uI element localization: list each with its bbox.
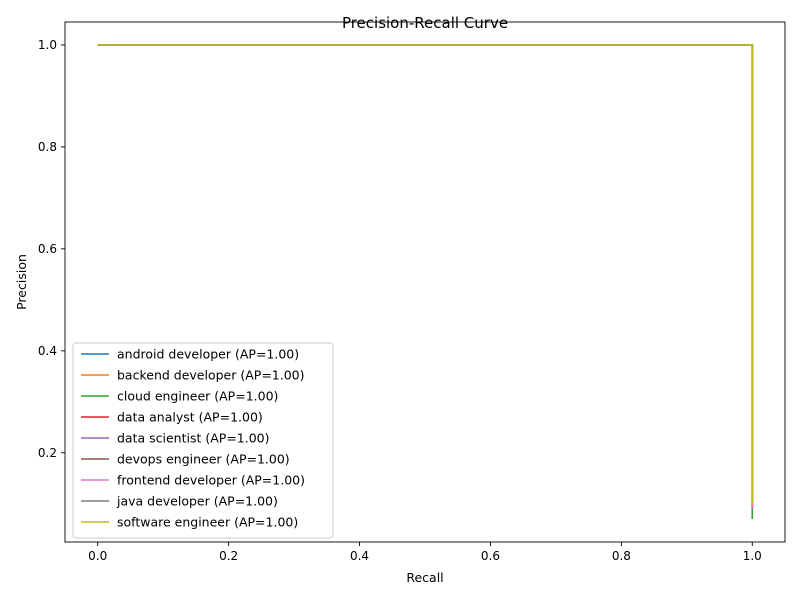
legend-frame bbox=[72, 342, 334, 539]
series-layer bbox=[97, 44, 754, 520]
x-tick-label: 0.8 bbox=[612, 549, 631, 563]
legend-entry: backend developer (AP=1.00) bbox=[117, 368, 305, 383]
x-tick-label: 0.6 bbox=[481, 549, 500, 563]
legend-entry: devops engineer (AP=1.00) bbox=[117, 452, 290, 467]
legend-entry: android developer (AP=1.00) bbox=[117, 347, 299, 362]
legend-entry: software engineer (AP=1.00) bbox=[117, 515, 298, 530]
legend-entry: cloud engineer (AP=1.00) bbox=[117, 389, 278, 404]
y-tick-label: 1.0 bbox=[38, 38, 57, 52]
x-tick-label: 0.2 bbox=[219, 549, 238, 563]
y-tick-label: 0.6 bbox=[38, 242, 57, 256]
y-tick-label: 0.8 bbox=[38, 140, 57, 154]
legend-entry: data analyst (AP=1.00) bbox=[117, 410, 263, 425]
x-axis-label: Recall bbox=[406, 570, 443, 585]
x-tick-label: 0.0 bbox=[88, 549, 107, 563]
y-tick-label: 0.2 bbox=[38, 446, 57, 460]
legend: android developer (AP=1.00) backend devel… bbox=[72, 342, 334, 539]
x-tick-label: 1.0 bbox=[743, 549, 762, 563]
y-axis-ticks: 0.2 0.4 0.6 0.8 1.0 bbox=[38, 38, 65, 460]
plot-frame bbox=[64, 21, 786, 543]
x-tick-label: 0.4 bbox=[350, 549, 369, 563]
legend-entry: frontend developer (AP=1.00) bbox=[117, 473, 305, 488]
chart-title: Precision-Recall Curve bbox=[342, 14, 508, 32]
legend-entry: java developer (AP=1.00) bbox=[116, 494, 278, 509]
y-axis-label: Precision bbox=[14, 254, 29, 310]
y-tick-label: 0.4 bbox=[38, 344, 57, 358]
legend-entry: data scientist (AP=1.00) bbox=[117, 431, 270, 446]
series-line-8 bbox=[97, 44, 754, 504]
x-axis-ticks: 0.0 0.2 0.4 0.6 0.8 1.0 bbox=[88, 542, 762, 563]
